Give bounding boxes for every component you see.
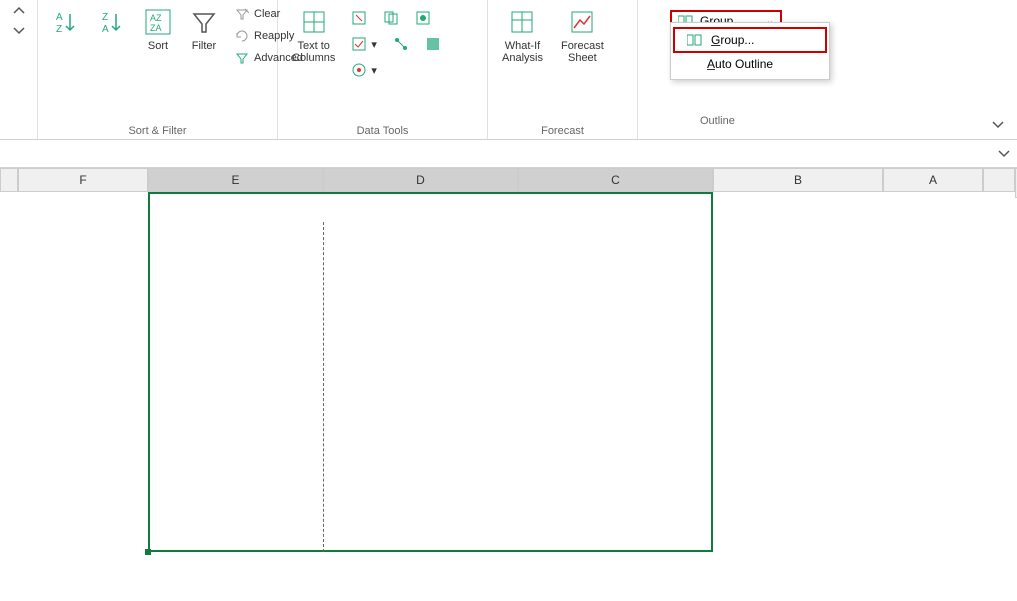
forecast-sheet-label: Forecast Sheet: [561, 40, 604, 64]
sort-az-button[interactable]: AZ: [46, 4, 86, 40]
forecast-sheet-icon: [568, 8, 596, 36]
scenario-icon: [351, 62, 367, 78]
formula-bar[interactable]: [0, 140, 1017, 168]
svg-text:AZ: AZ: [150, 13, 162, 23]
dropdown-caret: ▾: [371, 38, 377, 51]
relationships-button[interactable]: [389, 34, 413, 54]
col-header-E[interactable]: E: [148, 168, 323, 192]
text-to-columns-label: Text to Columns: [292, 40, 335, 64]
sort-icon: AZZA: [144, 8, 172, 36]
menu-auto-outline-label: Auto Outline: [707, 57, 773, 71]
selection-divider: [323, 222, 324, 552]
col-header-D[interactable]: D: [323, 168, 518, 192]
data-validation-button[interactable]: ▾: [347, 34, 381, 54]
menu-auto-outline-item[interactable]: Auto Outline: [671, 53, 829, 75]
sort-button[interactable]: AZZA Sort: [138, 4, 178, 56]
text-to-columns-icon: [300, 8, 328, 36]
svg-text:A: A: [56, 12, 63, 23]
data-model-icon: [425, 36, 441, 52]
scenario-button[interactable]: ▾: [347, 60, 381, 80]
group-dropdown-menu: Group... Auto Outline: [670, 22, 830, 80]
col-header-C[interactable]: C: [518, 168, 713, 192]
sort-label: Sort: [148, 40, 168, 52]
filter-icon: [190, 8, 218, 36]
text-to-columns-button[interactable]: Text to Columns: [286, 4, 341, 68]
flash-fill-button[interactable]: [347, 8, 371, 28]
data-tools-group-label: Data Tools: [286, 121, 479, 137]
select-all-corner[interactable]: [983, 168, 1015, 192]
sort-za-button[interactable]: ZA: [92, 4, 132, 40]
formula-bar-expand[interactable]: [997, 146, 1011, 165]
svg-text:Z: Z: [56, 24, 62, 34]
svg-text:Z: Z: [102, 12, 108, 23]
ribbon: AZ ZA AZZA Sort Filter Clear Reapp: [0, 0, 1017, 140]
remove-duplicates-button[interactable]: [379, 8, 403, 28]
clear-icon: [234, 6, 250, 22]
consolidate-icon: [415, 10, 431, 26]
clear-label: Clear: [254, 8, 280, 20]
relationships-icon: [393, 36, 409, 52]
advanced-icon: [234, 50, 250, 66]
forecast-group-label: Forecast: [496, 121, 629, 137]
sort-filter-group-label: Sort & Filter: [46, 121, 269, 137]
sort-az-icon: AZ: [52, 8, 80, 36]
what-if-icon: [508, 8, 536, 36]
menu-group-label: Group...: [711, 33, 754, 47]
spreadsheet[interactable]: FEDCBAجمع کل فروشتعداد فروش خردادتعداد ف…: [0, 168, 1017, 288]
outline-group-label: Outline: [700, 115, 735, 127]
reapply-icon: [234, 28, 250, 44]
remove-duplicates-icon: [383, 10, 399, 26]
outline-expand-up[interactable]: [8, 4, 30, 18]
svg-text:ZA: ZA: [150, 23, 162, 33]
filter-label: Filter: [192, 40, 216, 52]
col-header-A[interactable]: A: [883, 168, 983, 192]
group-item-icon: [687, 33, 703, 47]
manage-data-model-button[interactable]: [421, 34, 445, 54]
what-if-button[interactable]: What-If Analysis: [496, 4, 549, 68]
menu-group-item[interactable]: Group...: [673, 27, 827, 53]
svg-text:A: A: [102, 24, 109, 34]
outline-expand-down[interactable]: [8, 24, 30, 38]
consolidate-button[interactable]: [411, 8, 435, 28]
col-header-F[interactable]: F: [18, 168, 148, 192]
sort-za-icon: ZA: [98, 8, 126, 36]
filter-button[interactable]: Filter: [184, 4, 224, 56]
flash-fill-icon: [351, 10, 367, 26]
what-if-label: What-If Analysis: [502, 40, 543, 64]
ribbon-collapse-button[interactable]: [991, 117, 1005, 131]
selection-handle[interactable]: [145, 549, 151, 555]
col-header-B[interactable]: B: [713, 168, 883, 192]
forecast-sheet-button[interactable]: Forecast Sheet: [555, 4, 610, 68]
data-validation-icon: [351, 36, 367, 52]
